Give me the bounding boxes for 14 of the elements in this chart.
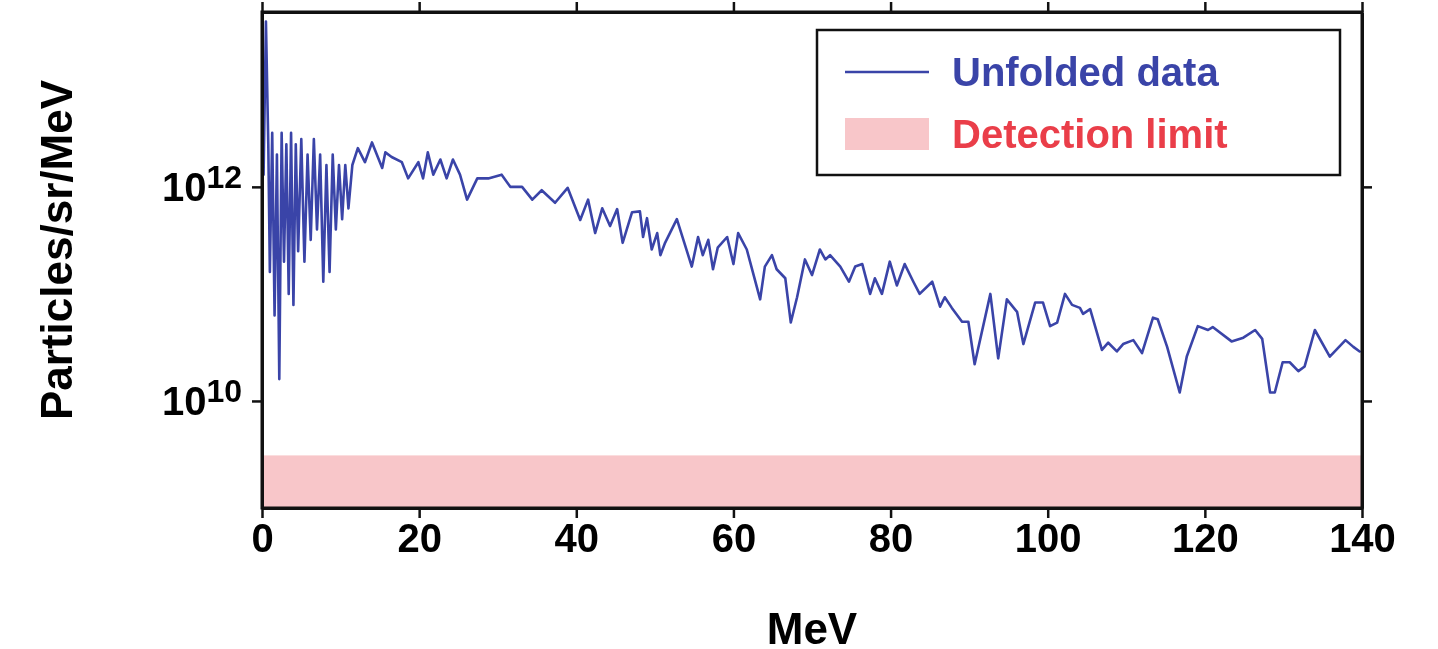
x-tick-label: 40	[554, 516, 600, 561]
y-tick-label: 10$^{10}$	[161, 373, 242, 424]
y-tick-label: 10$^{12}$	[161, 159, 242, 210]
x-tick-label: 140	[1329, 516, 1396, 561]
x-tick-label: 20	[397, 516, 442, 561]
x-tick-label: 60	[711, 516, 757, 561]
x-tick-label: 120	[1171, 516, 1239, 561]
legend-label: Detection limit	[952, 112, 1228, 156]
x-tick-label: 80	[868, 516, 914, 561]
x-axis-title: MeV	[766, 604, 858, 649]
y-axis-title: Particles/sr/MeV	[32, 79, 81, 420]
x-tick-label: 0	[251, 516, 274, 561]
x-tick-label: 100	[1014, 516, 1082, 561]
legend-label: Unfolded data	[952, 50, 1220, 94]
